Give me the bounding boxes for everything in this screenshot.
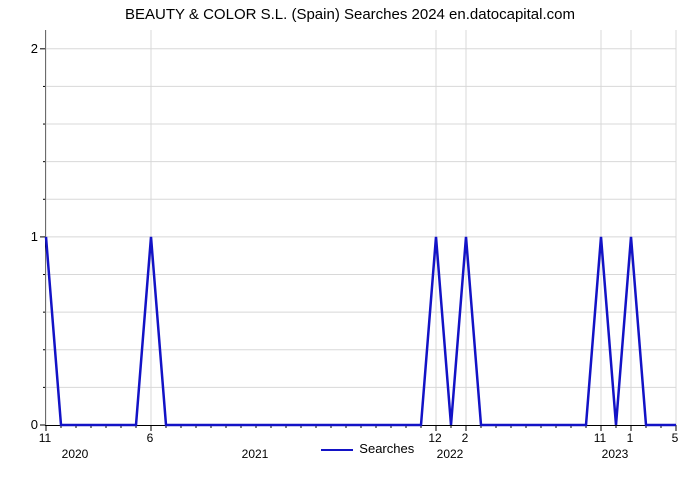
legend-label: Searches: [359, 441, 414, 456]
series-line: [46, 237, 676, 425]
chart-svg: [46, 30, 676, 425]
chart-title: BEAUTY & COLOR S.L. (Spain) Searches 202…: [0, 6, 700, 23]
x-year-label: 2020: [62, 447, 89, 461]
legend: Searches: [321, 441, 414, 456]
y-tick-label: 0: [8, 417, 38, 432]
x-year-label: 2022: [437, 447, 464, 461]
x-tick-label: 5: [672, 431, 679, 445]
x-year-label: 2023: [602, 447, 629, 461]
x-tick-label: 11: [39, 431, 51, 445]
x-tick-label: 6: [147, 431, 154, 445]
x-tick-label: 1: [627, 431, 634, 445]
x-tick-label: 2: [462, 431, 469, 445]
x-tick-label: 12: [428, 431, 441, 445]
y-tick-label: 1: [8, 229, 38, 244]
x-tick-label: 11: [594, 431, 606, 445]
legend-line: [321, 449, 353, 451]
x-year-label: 2021: [242, 447, 269, 461]
y-tick-label: 2: [8, 41, 38, 56]
plot-area: [45, 30, 676, 426]
